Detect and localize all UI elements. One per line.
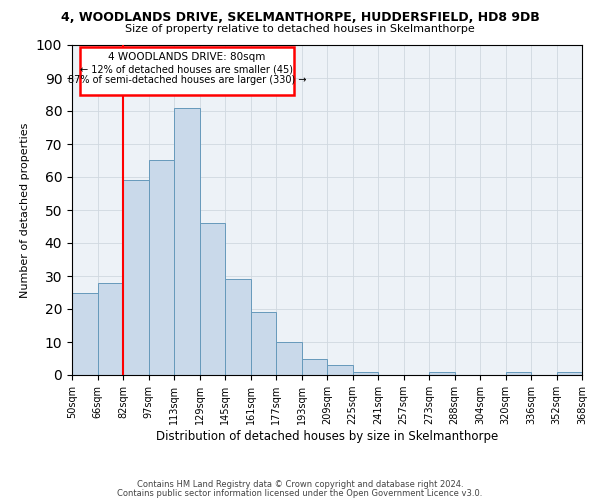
Bar <box>72 292 97 375</box>
Bar <box>123 180 149 375</box>
Bar <box>225 280 251 375</box>
Bar <box>97 282 123 375</box>
Bar <box>276 342 302 375</box>
Bar <box>327 365 353 375</box>
Bar <box>199 223 225 375</box>
FancyBboxPatch shape <box>80 46 294 94</box>
Bar <box>429 372 455 375</box>
Text: 4, WOODLANDS DRIVE, SKELMANTHORPE, HUDDERSFIELD, HD8 9DB: 4, WOODLANDS DRIVE, SKELMANTHORPE, HUDDE… <box>61 11 539 24</box>
Bar <box>505 372 531 375</box>
Bar <box>557 372 582 375</box>
Bar <box>353 372 378 375</box>
Bar <box>174 108 199 375</box>
Text: Size of property relative to detached houses in Skelmanthorpe: Size of property relative to detached ho… <box>125 24 475 34</box>
X-axis label: Distribution of detached houses by size in Skelmanthorpe: Distribution of detached houses by size … <box>156 430 498 443</box>
Bar <box>302 358 327 375</box>
Text: 87% of semi-detached houses are larger (330) →: 87% of semi-detached houses are larger (… <box>67 76 306 86</box>
Text: Contains HM Land Registry data © Crown copyright and database right 2024.: Contains HM Land Registry data © Crown c… <box>137 480 463 489</box>
Text: ← 12% of detached houses are smaller (45): ← 12% of detached houses are smaller (45… <box>80 64 293 74</box>
Text: 4 WOODLANDS DRIVE: 80sqm: 4 WOODLANDS DRIVE: 80sqm <box>108 52 265 62</box>
Y-axis label: Number of detached properties: Number of detached properties <box>20 122 31 298</box>
Bar <box>149 160 174 375</box>
Text: Contains public sector information licensed under the Open Government Licence v3: Contains public sector information licen… <box>118 489 482 498</box>
Bar <box>251 312 276 375</box>
